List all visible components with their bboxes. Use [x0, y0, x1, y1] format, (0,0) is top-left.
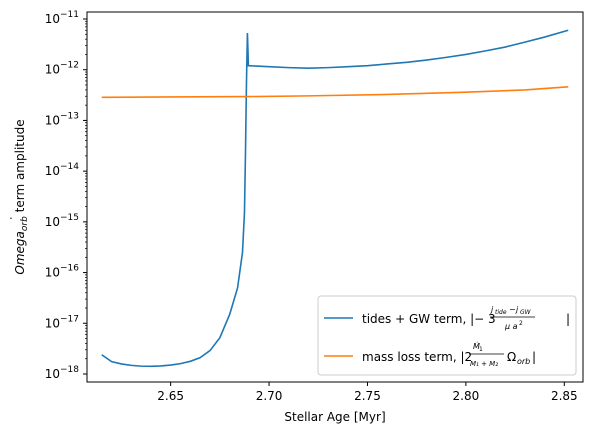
y-axis-label: Omegaorb term amplitude	[13, 119, 30, 274]
svg-text:Ω: Ω	[507, 350, 516, 364]
x-tick-label: 2.85	[551, 389, 578, 403]
x-tick-label: 2.70	[256, 389, 283, 403]
x-tick-label: 2.75	[354, 389, 381, 403]
y-axis-label-dot: ̇	[10, 217, 12, 220]
x-axis-label: Stellar Age [Myr]	[284, 410, 385, 424]
legend: tides + GW term, |− 3 j tide − j GW μ a …	[318, 296, 576, 375]
x-tick-label: 2.65	[157, 389, 184, 403]
svg-text:μ a: μ a	[504, 322, 518, 331]
svg-text:M₁ + M₂: M₁ + M₂	[470, 360, 498, 368]
y-tick-label: 10−18	[45, 365, 80, 381]
svg-text:orb: orb	[517, 357, 530, 366]
legend-label-mass-loss: mass loss term, |2	[362, 350, 472, 364]
y-axis: 10−18 10−17 10−16 10−15 10−14 10−13 10−12 10−11	[45, 10, 87, 381]
svg-text:|: |	[566, 312, 570, 326]
legend-label-tides-gw: tides + GW term, |− 3	[362, 312, 496, 326]
y-tick-label: 10−11	[45, 10, 79, 26]
svg-text:tide: tide	[495, 309, 507, 316]
svg-text:GW: GW	[520, 309, 532, 316]
series-line-1	[102, 87, 568, 98]
y-tick-label: 10−14	[45, 162, 80, 178]
x-tick-label: 2.80	[453, 389, 480, 403]
svg-text:1: 1	[479, 346, 483, 353]
svg-text:|: |	[532, 350, 536, 364]
svg-text:−: −	[509, 305, 516, 314]
y-tick-label: 10−16	[45, 264, 80, 280]
y-tick-label: 10−15	[45, 213, 79, 229]
y-tick-label: 10−13	[45, 111, 79, 127]
y-tick-label: 10−12	[45, 61, 79, 77]
svg-text:2: 2	[519, 320, 523, 327]
x-axis: 2.65 2.70 2.75 2.80 2.85	[157, 382, 577, 403]
y-tick-label: 10−17	[45, 314, 79, 330]
